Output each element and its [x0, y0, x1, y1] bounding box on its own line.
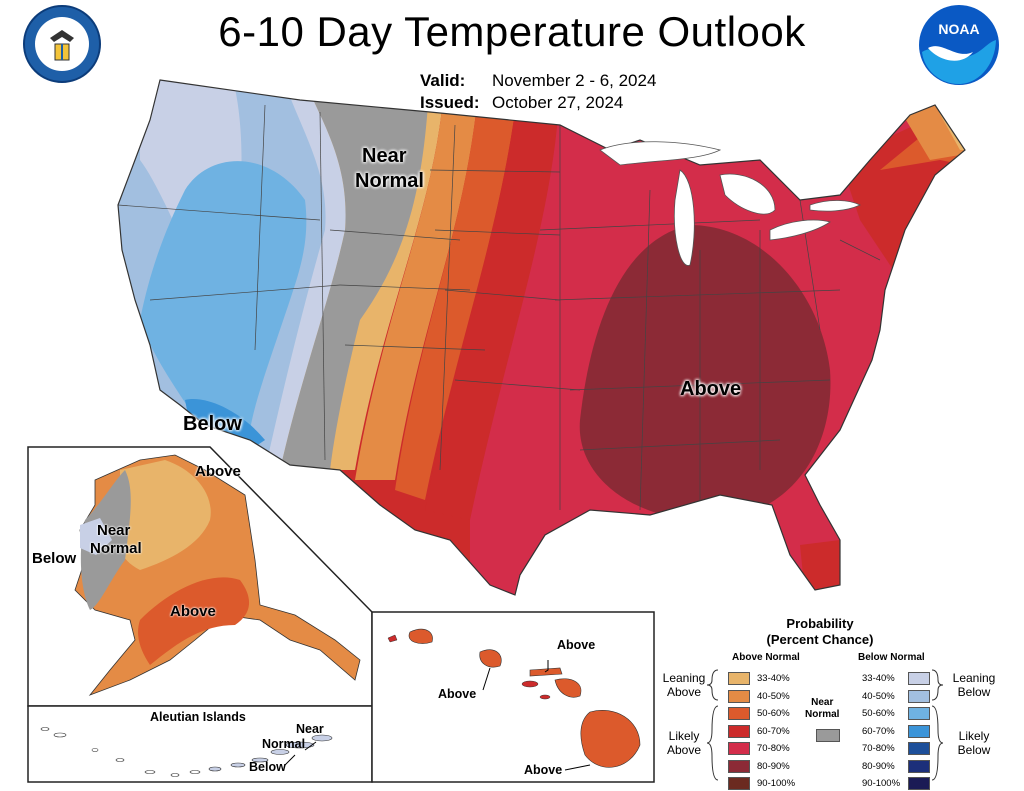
legend-likely-below-1: Likely: [958, 729, 990, 743]
legend-likely-above-2: Above: [666, 743, 702, 757]
legend-leaning-below-1: Leaning: [952, 671, 996, 685]
legend-above-swatch: [728, 672, 750, 685]
legend-near-normal-label: Near Normal: [805, 697, 839, 721]
hawaii-above-label-3: Above: [524, 763, 563, 777]
issued-label: Issued:: [420, 93, 480, 112]
seal-icon: [23, 5, 101, 83]
valid-value: November 2 - 6, 2024: [492, 71, 657, 90]
legend-below-range: 60-70%: [862, 725, 895, 737]
legend-likely-below-2: Below: [957, 743, 991, 757]
legend-above-range: 70-80%: [757, 743, 790, 754]
legend-above-header: Above Normal: [732, 652, 800, 663]
valid-label: Valid:: [420, 71, 466, 90]
legend-below-swatch: [908, 707, 930, 720]
legend-below-range: 90-100%: [862, 778, 901, 789]
legend-leaning-above-2: Above: [666, 685, 702, 699]
legend-above-braces: [706, 669, 719, 781]
legend-above-swatch: [728, 777, 750, 790]
alaska-near-label-1: Near: [97, 522, 131, 539]
alaska-near-label-2: Normal: [90, 540, 142, 557]
legend-below-swatch: [908, 672, 930, 685]
conus-near-label-2: Normal: [355, 170, 424, 192]
legend-near-swatch: [816, 729, 840, 742]
conus-outline: [117, 79, 966, 596]
legend-leaning-above-1: Leaning: [662, 671, 706, 685]
legend-above-swatch: [728, 759, 750, 773]
legend-above-swatch: [728, 742, 750, 755]
hawaii-above-label-2: Above: [438, 687, 477, 701]
legend-above-swatch: [728, 724, 750, 738]
legend-leaning-below: Leaning Below: [946, 671, 1002, 699]
legend-title-line-2: (Percent Chance): [766, 632, 874, 647]
legend-title-line-1: Probability: [786, 616, 854, 631]
legend-below-swatch: [908, 724, 930, 738]
legend-above-range: 60-70%: [757, 725, 790, 737]
legend-above-range: 40-50%: [757, 690, 790, 702]
legend-below-braces: [931, 669, 944, 781]
legend-title: Probability (Percent Chance): [740, 616, 900, 648]
alaska-above-north-label: Above: [195, 463, 241, 480]
validity-info: Valid: November 2 - 6, 2024 Issued: Octobe…: [420, 70, 656, 114]
legend-near-2: Normal: [805, 709, 840, 720]
legend-below-range: 80-90%: [862, 760, 895, 772]
legend-below-swatch: [908, 777, 930, 790]
legend-above-range: 33-40%: [757, 673, 790, 684]
legend-below-range: 50-60%: [862, 708, 895, 719]
legend-likely-above: Likely Above: [658, 729, 710, 757]
legend-below-swatch: [908, 742, 930, 755]
legend-leaning-above: Leaning Above: [658, 671, 710, 699]
legend-below-range: 40-50%: [862, 690, 895, 702]
legend-above-range: 50-60%: [757, 708, 790, 719]
conus-above-label: Above: [680, 378, 742, 400]
aleutian-title: Aleutian Islands: [150, 710, 246, 724]
issued-value: October 27, 2024: [492, 93, 624, 112]
legend-likely-above-1: Likely: [668, 729, 700, 743]
conus-below-label: Below: [183, 413, 242, 435]
legend-below-swatch: [908, 689, 930, 703]
noaa-logo-icon: NOAA: [919, 5, 999, 85]
legend-near-1: Near: [811, 697, 834, 708]
aleutian-near-label-1: Near: [296, 722, 324, 736]
alaska-above-south-label: Above: [170, 603, 216, 620]
page-title: 6-10 Day Temperature Outlook: [218, 8, 806, 55]
aleutian-inset: [27, 705, 373, 783]
legend-below-swatch: [908, 759, 930, 773]
legend-likely-below: Likely Below: [946, 729, 1002, 757]
alaska-inset: [27, 446, 373, 707]
legend-above-swatch: [728, 707, 750, 720]
legend-below-header: Below Normal: [858, 652, 925, 663]
legend-above-swatch: [728, 689, 750, 703]
conus-near-label-1: Near: [362, 145, 407, 167]
alaska-below-label: Below: [32, 550, 77, 567]
legend-below-range: 70-80%: [862, 743, 895, 754]
hawaii-inset: [371, 611, 655, 783]
legend-leaning-below-2: Below: [957, 685, 991, 699]
aleutian-near-label-2: Normal: [262, 737, 306, 751]
great-lakes: [599, 141, 861, 266]
state-borders: [118, 104, 881, 511]
aleutian-below-label: Below: [249, 760, 286, 774]
legend-below-range: 33-40%: [862, 673, 895, 684]
noaa-text: NOAA: [938, 21, 979, 37]
hawaii-above-label-1: Above: [557, 638, 596, 652]
legend-above-range: 80-90%: [757, 760, 790, 772]
legend-above-range: 90-100%: [757, 778, 796, 789]
